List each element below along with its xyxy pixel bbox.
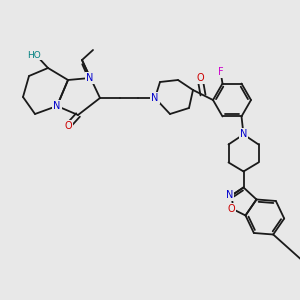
Text: N: N: [240, 130, 247, 140]
Text: O: O: [64, 121, 72, 131]
Text: F: F: [218, 67, 223, 76]
Text: O: O: [228, 205, 235, 214]
Text: N: N: [86, 73, 94, 83]
Text: N: N: [53, 101, 61, 111]
Text: N: N: [226, 190, 233, 200]
Text: O: O: [196, 73, 204, 83]
Text: HO: HO: [27, 50, 41, 59]
Text: N: N: [151, 93, 159, 103]
